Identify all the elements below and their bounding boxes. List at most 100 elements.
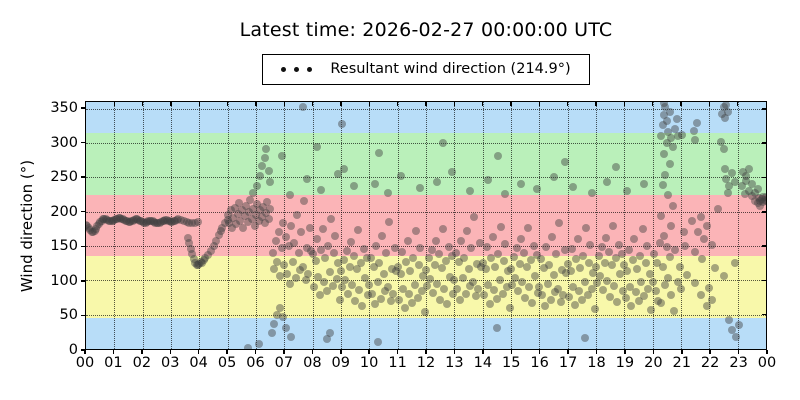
scatter-point [264, 166, 273, 175]
v-gridline [454, 102, 456, 349]
scatter-point [422, 266, 430, 275]
x-tick-mark [169, 350, 171, 354]
y-tick-mark [81, 210, 85, 213]
x-tick-mark [254, 350, 257, 354]
scatter-point [728, 169, 736, 178]
v-gridline [227, 102, 229, 349]
scatter-point [150, 218, 158, 227]
scatter-point [281, 233, 290, 242]
scatter-point [657, 299, 666, 308]
scatter-point [611, 163, 620, 172]
v-gridline [511, 102, 512, 349]
scatter-point [753, 198, 762, 207]
scatter-point [396, 269, 405, 278]
x-tick-mark [340, 102, 342, 106]
scatter-point [623, 267, 632, 276]
scatter-point [552, 250, 561, 259]
scatter-point [589, 268, 598, 277]
scatter-point [125, 218, 134, 227]
scatter-point [652, 259, 661, 268]
scatter-point [256, 206, 265, 215]
scatter-point [169, 217, 178, 226]
scatter-point [451, 248, 460, 257]
scatter-point [334, 170, 343, 179]
scatter-point [702, 222, 711, 231]
scatter-point [206, 246, 215, 255]
scatter-point [338, 283, 347, 292]
scatter-point [516, 235, 525, 244]
scatter-point [441, 257, 450, 266]
scatter-point [691, 248, 700, 257]
scatter-point [609, 222, 617, 231]
scatter-point [185, 239, 194, 248]
scatter-point [378, 231, 387, 240]
scatter-point [550, 288, 559, 297]
scatter-point [358, 301, 367, 310]
scatter-point [542, 243, 551, 252]
scatter-point [344, 290, 353, 299]
scatter-point [532, 251, 541, 259]
scatter-point [407, 299, 416, 308]
scatter-point [515, 259, 524, 268]
scatter-point [553, 284, 562, 293]
scatter-point [192, 260, 201, 269]
scatter-point [440, 284, 449, 293]
scatter-point [402, 257, 411, 266]
scatter-point [481, 265, 490, 274]
x-tick-mark [112, 350, 115, 354]
x-tick-mark [481, 102, 484, 106]
scatter-point [484, 176, 493, 185]
scatter-point [172, 216, 181, 224]
scatter-point [89, 228, 98, 237]
scatter-point [283, 269, 292, 278]
scatter-point [711, 264, 719, 273]
scatter-point [541, 301, 549, 310]
scatter-point [543, 279, 552, 288]
scatter-point [331, 231, 340, 240]
scatter-point [660, 150, 668, 159]
scatter-point [325, 268, 334, 277]
x-tick-mark [680, 102, 682, 106]
x-tick-label: 15 [502, 355, 521, 371]
scatter-point [193, 218, 202, 227]
scatter-point [647, 305, 656, 314]
scatter-point [521, 294, 530, 303]
scatter-point [305, 223, 314, 232]
x-tick-label: 17 [558, 355, 578, 371]
scatter-point [626, 283, 634, 292]
scatter-point [563, 259, 572, 268]
scatter-point [760, 196, 766, 205]
v-gridline [199, 102, 201, 349]
y-tick-label: 300 [50, 134, 78, 151]
scatter-point [416, 183, 425, 192]
scatter-point [674, 132, 683, 141]
scatter-point [654, 296, 663, 305]
scatter-point [737, 181, 746, 190]
scatter-point [366, 253, 375, 262]
scatter-point [453, 285, 462, 294]
scatter-point [471, 292, 480, 301]
scatter-point [651, 286, 660, 295]
scatter-point [320, 277, 328, 286]
scatter-point [691, 279, 700, 288]
scatter-point [312, 235, 321, 244]
scatter-point [107, 217, 116, 226]
scatter-point [437, 264, 446, 273]
scatter-point [433, 178, 442, 187]
scatter-point [648, 277, 657, 286]
scatter-point [96, 218, 105, 227]
scatter-point [423, 281, 432, 290]
scatter-point [383, 283, 392, 292]
v-gridline [369, 102, 371, 349]
scatter-point [349, 181, 358, 190]
scatter-point [587, 188, 596, 197]
scatter-point [269, 248, 277, 257]
scatter-point [603, 177, 612, 186]
scatter-point [346, 237, 355, 246]
scatter-point [735, 320, 744, 329]
x-tick-mark [113, 102, 116, 106]
x-tick-mark [396, 350, 399, 354]
scatter-point [762, 193, 766, 202]
scatter-point [151, 218, 160, 227]
x-tick-mark [652, 350, 655, 354]
